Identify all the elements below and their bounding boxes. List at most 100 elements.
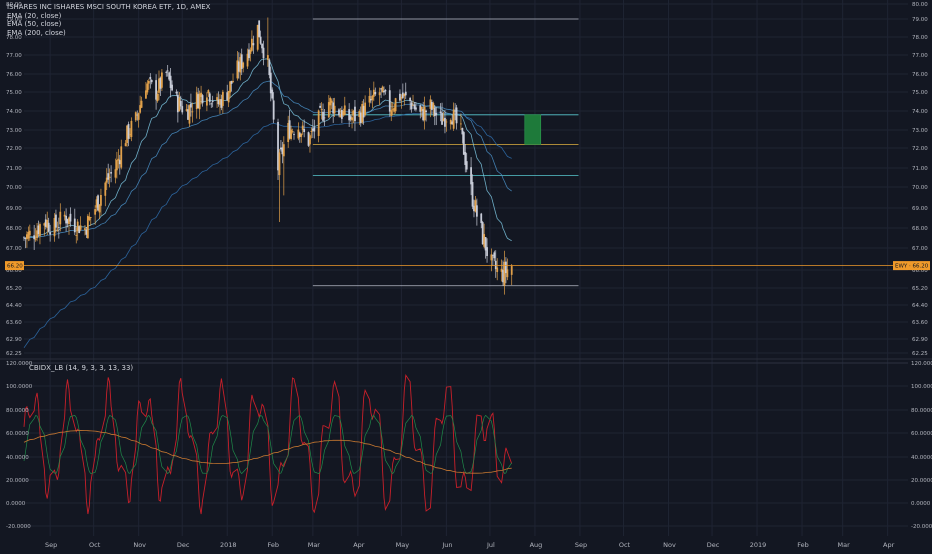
price-tick-right: 66.00 xyxy=(912,268,928,274)
candle-body xyxy=(277,121,279,171)
osc-axis-right[interactable]: 120.0000 100.0000 80.0000 60.0000 40.0000 20.… xyxy=(911,361,932,530)
candle-body xyxy=(351,117,353,121)
ema20-legend[interactable]: EMA (20, close) xyxy=(7,11,62,20)
candle-body xyxy=(191,111,194,113)
candle-body xyxy=(207,90,210,94)
candle-body xyxy=(380,88,382,90)
oscillator-legend[interactable]: CBIDX_LB (14, 9, 3, 3, 13, 33) xyxy=(29,364,134,372)
candle-body xyxy=(372,89,375,97)
candle-body xyxy=(349,116,352,120)
candle-body xyxy=(480,213,483,224)
time-label: Feb xyxy=(797,541,809,549)
candle-body xyxy=(230,80,233,84)
candle-body xyxy=(451,121,454,125)
candle-body xyxy=(307,132,310,146)
price-badge-left xyxy=(5,261,24,271)
candle-body xyxy=(422,109,425,121)
candle-body xyxy=(503,262,506,286)
candle-body xyxy=(221,91,224,106)
candle-body xyxy=(442,118,445,121)
candle-body xyxy=(420,106,423,111)
candle-body xyxy=(412,105,414,106)
candle-body xyxy=(57,227,60,228)
candle-body xyxy=(342,110,345,116)
price-tick-left: 71.00 xyxy=(6,166,22,172)
candle-body xyxy=(390,110,393,116)
time-label: Apr xyxy=(883,541,895,549)
candle-body xyxy=(493,252,496,259)
candle-body xyxy=(158,78,160,93)
candle-body xyxy=(78,226,81,234)
candle-body xyxy=(393,107,396,112)
candle-body xyxy=(150,79,153,83)
ema50-legend[interactable]: EMA (50, close) xyxy=(7,20,62,28)
price-badge-right xyxy=(893,261,930,271)
target-rect xyxy=(524,114,542,145)
price-tick-left: 72.00 xyxy=(6,146,22,152)
price-axis-left: 80.00 79.00 78.00 77.00 76.00 75.00 74.00 73.00… xyxy=(6,2,22,357)
osc-tick-left: 120.0000 xyxy=(6,361,33,367)
candle-body xyxy=(95,199,98,208)
target-box[interactable] xyxy=(524,114,542,145)
candle-body xyxy=(378,92,381,96)
candle-body xyxy=(370,98,372,101)
candle-body xyxy=(216,97,218,101)
candle-body xyxy=(160,72,163,88)
candle-body xyxy=(118,160,121,165)
candle-body xyxy=(409,97,412,102)
candle-body xyxy=(496,267,499,273)
candle-body xyxy=(98,204,101,213)
candle-body xyxy=(298,132,301,137)
candlesticks[interactable] xyxy=(23,17,513,295)
symbol-title[interactable]: ISHARES INC ISHARES MSCI SOUTH KOREA ETF… xyxy=(7,3,211,11)
candle-body xyxy=(108,176,111,178)
time-label: Aug xyxy=(530,541,543,549)
candle-body xyxy=(371,95,374,101)
osc-tick-left: 40.0000 xyxy=(6,455,29,461)
candle-body xyxy=(262,47,265,59)
time-label: Oct xyxy=(619,541,631,549)
price-tick-right: 68.00 xyxy=(912,226,928,232)
candle-body xyxy=(136,114,139,116)
candle-body xyxy=(423,106,426,121)
time-label: Jun xyxy=(441,541,452,549)
price-tick-left: 63.60 xyxy=(6,320,22,326)
candle-body xyxy=(205,97,208,106)
candle-body xyxy=(320,109,323,110)
candle-body xyxy=(181,106,184,113)
price-tick-right: 73.00 xyxy=(912,128,928,134)
candle-body xyxy=(358,111,361,118)
price-tick-right: 63.60 xyxy=(912,320,928,326)
time-label: Dec xyxy=(707,541,720,549)
candle-body xyxy=(429,99,432,109)
price-axis-right[interactable]: 80.00 79.00 78.00 77.00 76.00 75.00 74.00 73.00… xyxy=(912,2,928,357)
price-tick-right: 62.90 xyxy=(912,337,928,343)
candle-body xyxy=(68,217,70,225)
price-tick-right: 80.00 xyxy=(912,2,928,8)
time-axis[interactable]: Sep Oct Nov Dec 2018 Feb Mar Apr May Jun Jul Aug Sep… xyxy=(45,541,895,549)
candle-body xyxy=(310,130,313,132)
ema200-legend[interactable]: EMA (200, close) xyxy=(7,28,66,37)
candle-body xyxy=(178,97,181,112)
price-tick-left: 73.00 xyxy=(6,128,22,134)
candle-body xyxy=(413,104,416,109)
candle-body xyxy=(165,71,168,73)
candle-body xyxy=(444,117,446,127)
candle-body xyxy=(56,229,59,231)
time-label: May xyxy=(396,541,410,549)
time-label: Oct xyxy=(89,541,101,549)
candle-body xyxy=(210,103,213,105)
candle-body xyxy=(278,152,281,176)
time-label: Apr xyxy=(353,541,365,549)
candle-body xyxy=(53,217,56,237)
candle-body xyxy=(401,92,404,98)
candle-body xyxy=(475,205,478,217)
price-tick-right: 78.00 xyxy=(912,35,928,41)
candle-body xyxy=(197,94,200,109)
candle-body xyxy=(269,72,272,94)
candle-body xyxy=(362,105,365,118)
candle-body xyxy=(69,213,72,222)
osc-tick-right: 60.0000 xyxy=(911,431,932,437)
